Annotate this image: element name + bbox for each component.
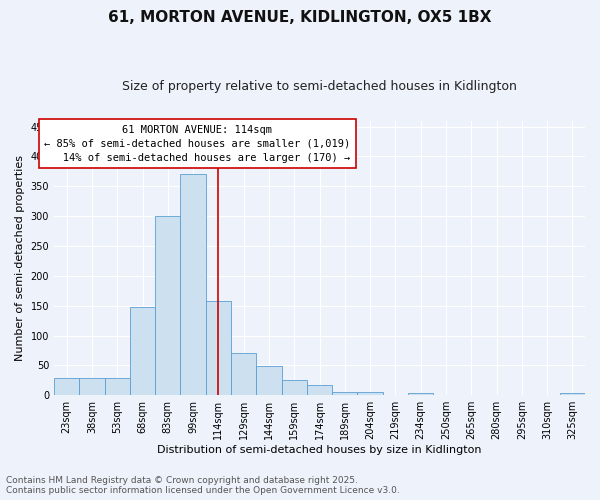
X-axis label: Distribution of semi-detached houses by size in Kidlington: Distribution of semi-detached houses by … [157,445,482,455]
Bar [155,216,181,395]
Text: 61 MORTON AVENUE: 114sqm
← 85% of semi-detached houses are smaller (1,019)
   14: 61 MORTON AVENUE: 114sqm ← 85% of semi-d… [44,124,350,162]
Bar [560,394,585,395]
Text: 61, MORTON AVENUE, KIDLINGTON, OX5 1BX: 61, MORTON AVENUE, KIDLINGTON, OX5 1BX [108,10,492,25]
Bar [281,380,307,395]
Text: Contains HM Land Registry data © Crown copyright and database right 2025.
Contai: Contains HM Land Registry data © Crown c… [6,476,400,495]
Bar [408,394,433,395]
Bar [130,308,155,395]
Bar [256,366,281,395]
Title: Size of property relative to semi-detached houses in Kidlington: Size of property relative to semi-detach… [122,80,517,93]
Bar [104,378,130,395]
Bar [206,302,231,395]
Bar [307,385,332,395]
Bar [358,392,383,395]
Bar [332,392,358,395]
Bar [54,378,79,395]
Bar [231,354,256,395]
Bar [181,174,206,395]
Y-axis label: Number of semi-detached properties: Number of semi-detached properties [15,155,25,361]
Bar [79,378,104,395]
